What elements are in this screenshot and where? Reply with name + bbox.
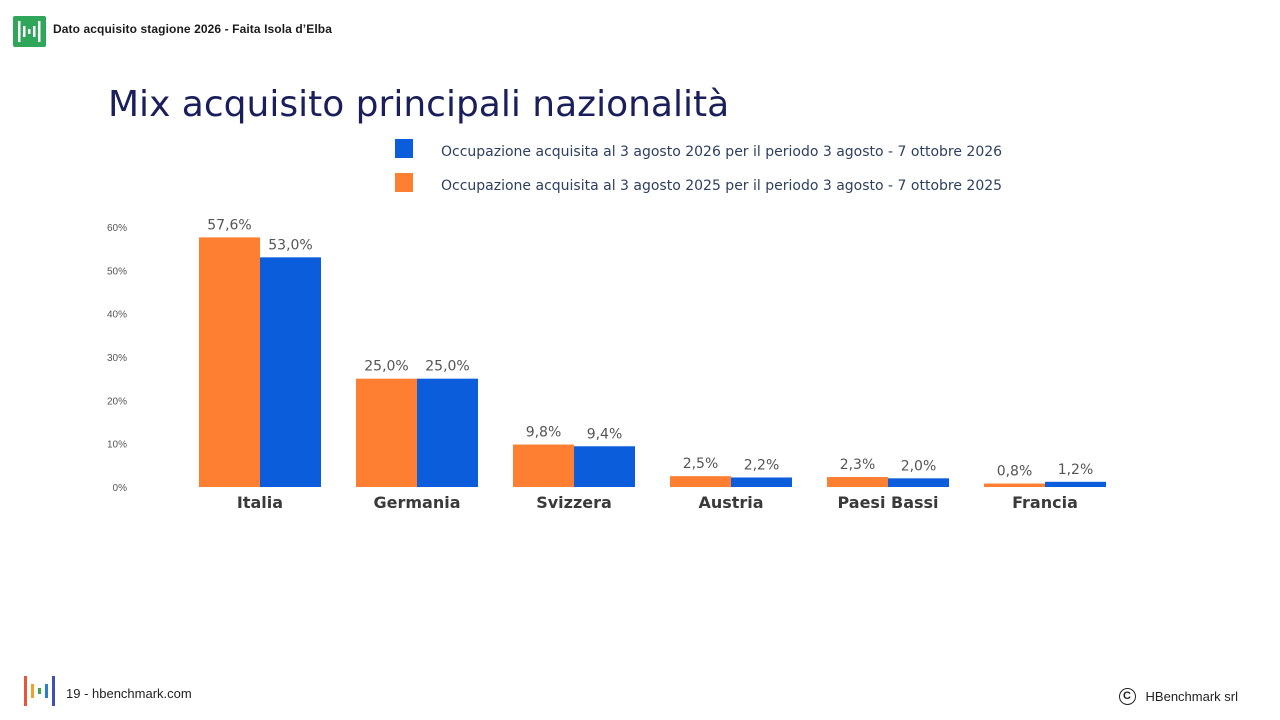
data-label: 2,3% [840, 457, 876, 473]
brand-logo-icon [13, 16, 46, 47]
copyright-icon: C [1118, 688, 1136, 705]
footer-page-text: 19 - hbenchmark.com [66, 686, 192, 701]
footer-logo-icon [22, 674, 56, 708]
data-label: 1,2% [1058, 462, 1094, 478]
legend-swatch-2026 [395, 139, 413, 158]
bar-austria-s1 [731, 477, 792, 487]
data-label: 53,0% [268, 237, 312, 253]
data-label: 9,8% [526, 425, 562, 441]
category-label: Germania [373, 493, 460, 512]
bar-svizzera-s1 [574, 446, 635, 487]
bar-paesi-bassi-s1 [888, 478, 949, 487]
legend-label-2025: Occupazione acquisita al 3 agosto 2025 p… [441, 178, 1003, 194]
category-label: Francia [1012, 493, 1078, 512]
y-tick-label: 0% [113, 483, 128, 494]
bar-francia-s0 [984, 483, 1045, 487]
data-label: 2,0% [901, 458, 937, 474]
y-tick-label: 30% [107, 353, 127, 364]
bar-chart: 0% 10% 20% 30% 40% 50% 60% 57,6% 53,0% Italia 25,0… [107, 217, 1106, 512]
data-label: 0,8% [997, 464, 1033, 480]
bar-germania-s1 [417, 378, 478, 487]
header-title: Dato acquisito stagione 2026 - Faita Iso… [53, 22, 332, 36]
category-label: Italia [237, 493, 283, 512]
y-tick-label: 10% [107, 440, 127, 451]
bar-germania-s0 [356, 378, 417, 487]
legend-swatch-2025 [395, 173, 413, 192]
y-tick-label: 60% [107, 223, 127, 234]
y-tick-label: 20% [107, 396, 127, 407]
y-tick-label: 50% [107, 266, 127, 277]
data-label: 9,4% [587, 426, 623, 442]
copyright: C HBenchmark srl [1118, 688, 1238, 705]
bar-paesi-bassi-s0 [827, 477, 888, 487]
bar-svizzera-s0 [513, 444, 574, 487]
category-label: Austria [698, 493, 763, 512]
data-label: 2,5% [683, 456, 719, 472]
category-label: Paesi Bassi [837, 493, 938, 512]
category-label: Svizzera [536, 493, 612, 512]
bar-francia-s1 [1045, 481, 1106, 487]
data-label: 2,2% [744, 457, 780, 473]
copyright-text: HBenchmark srl [1145, 689, 1238, 704]
bar-italia-s1 [260, 257, 321, 487]
bar-austria-s0 [670, 476, 731, 487]
data-label: 25,0% [364, 359, 408, 375]
legend-label-2026: Occupazione acquisita al 3 agosto 2026 p… [441, 144, 1003, 160]
bar-italia-s0 [199, 237, 260, 487]
page-title: Mix acquisito principali nazionalità [108, 84, 730, 125]
y-tick-label: 40% [107, 310, 127, 321]
data-label: 25,0% [425, 359, 469, 375]
data-label: 57,6% [207, 217, 251, 233]
